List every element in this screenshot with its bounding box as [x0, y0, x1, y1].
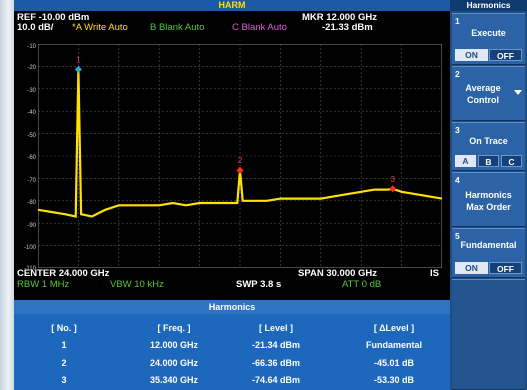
softkey-empty	[452, 279, 525, 390]
y-tick-label: -60	[27, 155, 36, 161]
table-cell: -74.64 dBm	[251, 375, 301, 385]
y-tick-label: -50	[27, 133, 36, 139]
harmonics-table: [ No. ] [ Freq. ] [ Level ] [ ΔLevel ] 1…	[14, 314, 450, 390]
y-tick-label: -110	[24, 266, 36, 272]
y-tick-label: -100	[23, 245, 36, 251]
scale-div: 10.0 dB/	[17, 22, 54, 33]
softkey-label: Execute	[471, 28, 506, 38]
marker-3-diamond	[389, 185, 397, 193]
execute-off-button[interactable]: OFF	[489, 49, 522, 61]
table-cell: 1	[61, 340, 67, 350]
table-cell: 3	[61, 375, 67, 385]
trace-b-status: B Blank Auto	[150, 22, 205, 33]
y-tick-label: -20	[27, 65, 36, 71]
rbw: RBW 1 MHz	[17, 279, 70, 290]
softkey-label-line2: Control	[467, 95, 499, 105]
marker-3-label: 3	[390, 175, 395, 184]
table-cell: -45.01 dB	[373, 358, 415, 368]
col-header-delta-level: [ ΔLevel ]	[373, 323, 415, 333]
vbw: VBW 10 kHz	[110, 279, 164, 290]
softkey-label: Fundamental	[460, 240, 517, 250]
table-cell: 2	[61, 358, 67, 368]
softkey-execute[interactable]: 1 Execute ON OFF	[452, 13, 525, 65]
trace-b-button[interactable]: B	[478, 155, 499, 167]
y-tick-label: -40	[27, 110, 36, 116]
table-cell: -53.30 dB	[373, 375, 415, 385]
sweep-time: SWP 3.8 s	[236, 279, 282, 290]
col-header-freq: [ Freq. ]	[157, 323, 191, 333]
analyzer-screen: HARM REF -10.00 dBm 10.0 dB/ *A Write Au…	[14, 0, 450, 390]
fundamental-on-button[interactable]: ON	[455, 262, 488, 274]
trace-c-status: C Blank Auto	[232, 22, 287, 33]
softkey-label-line1: Average	[465, 83, 501, 93]
mode-title: HARM	[14, 0, 450, 11]
left-decoration	[0, 0, 14, 390]
marker-2-diamond	[236, 166, 244, 174]
y-tick-label: -30	[27, 88, 36, 94]
attenuation: ATT 0 dB	[342, 279, 382, 290]
softkey-label-line1: Harmonics	[465, 190, 512, 200]
softkey-number: 3	[455, 125, 460, 135]
softkey-average-control[interactable]: 2 Average Control	[452, 66, 525, 121]
softkey-fundamental[interactable]: 5 Fundamental ON OFF	[452, 228, 525, 278]
harmonics-table-title: Harmonics	[14, 300, 450, 314]
y-tick-label: -70	[27, 178, 36, 184]
y-tick-label: -10	[27, 44, 36, 50]
ref-level: REF -10.00 dBm	[17, 12, 90, 23]
table-cell: 12.000 GHz	[149, 340, 199, 350]
dropdown-arrow-icon	[514, 90, 522, 95]
fundamental-off-button[interactable]: OFF	[489, 262, 522, 274]
softkey-on-trace[interactable]: 3 On Trace A B C	[452, 122, 525, 171]
softkey-number: 1	[455, 16, 460, 26]
marker-level: -21.33 dBm	[322, 22, 373, 33]
softkey-number: 4	[455, 175, 460, 185]
table-cell: 35.340 GHz	[149, 375, 199, 385]
softkey-label-line2: Max Order	[466, 202, 511, 212]
softkey-harmonics-max-order[interactable]: 4 Harmonics Max Order	[452, 172, 525, 227]
trace-a-line	[38, 69, 442, 218]
marker-2-label: 2	[238, 156, 243, 165]
softkey-panel-title: Harmonics	[450, 0, 527, 11]
table-cell: 24.000 GHz	[149, 358, 199, 368]
col-header-level: [ Level ]	[258, 323, 293, 333]
table-cell: -21.34 dBm	[251, 340, 301, 350]
softkey-number: 2	[455, 69, 460, 79]
col-header-no: [ No. ]	[51, 323, 77, 333]
table-cell: Fundamental	[365, 340, 422, 350]
execute-on-button[interactable]: ON	[455, 49, 488, 61]
center-frequency: CENTER 24.000 GHz	[17, 268, 110, 279]
marker-1-diamond	[74, 65, 82, 73]
softkey-number: 5	[455, 231, 460, 241]
table-cell: -66.36 dBm	[251, 358, 301, 368]
trace-c-button[interactable]: C	[501, 155, 522, 167]
marker-frequency: MKR 12.000 GHz	[302, 12, 377, 23]
span: SPAN 30.000 GHz	[298, 268, 378, 279]
trace-a-status: *A Write Auto	[72, 22, 128, 33]
softkey-label: On Trace	[469, 136, 508, 146]
y-tick-label: -90	[27, 223, 36, 229]
y-tick-label: -80	[27, 200, 36, 206]
is-indicator: IS	[430, 268, 439, 279]
trace-a-button[interactable]: A	[455, 155, 476, 167]
spectrum-plot: 1 2 3	[38, 44, 442, 268]
marker-1-label: 1	[76, 55, 81, 64]
softkey-panel: Harmonics 1 Execute ON OFF 2 Average Con…	[450, 0, 527, 390]
